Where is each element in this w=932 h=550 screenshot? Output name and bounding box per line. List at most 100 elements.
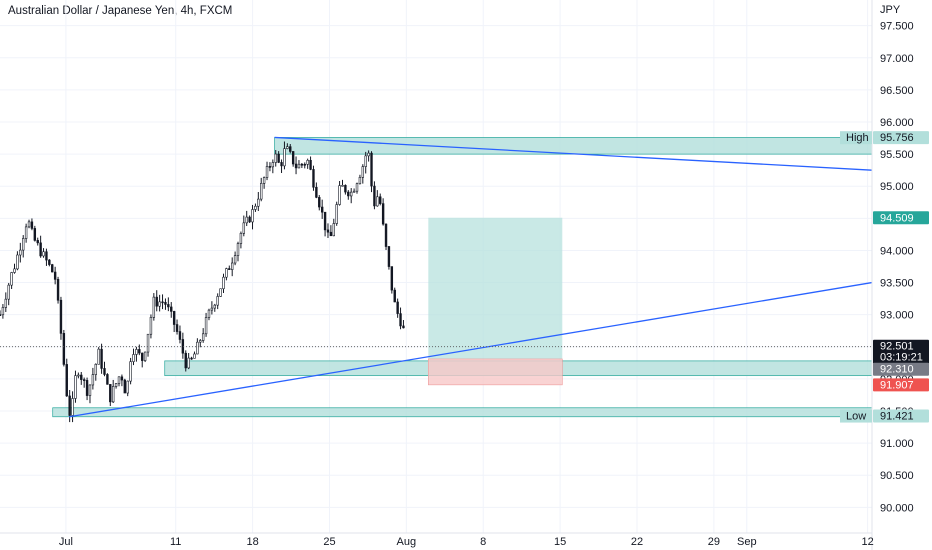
candle <box>138 344 141 356</box>
candle <box>213 303 216 312</box>
candle <box>286 143 289 150</box>
candle <box>126 380 129 397</box>
candle-body <box>303 163 306 166</box>
candle-body <box>30 221 34 229</box>
candle-body <box>297 163 301 169</box>
candle <box>65 358 68 397</box>
candle-body <box>172 311 176 325</box>
price-tag-countdown: 03:19:21 <box>880 352 923 364</box>
candle-body <box>233 255 237 264</box>
candle <box>262 176 266 189</box>
candle-body <box>164 301 167 305</box>
candle-body <box>39 242 42 257</box>
candle-body <box>138 349 141 354</box>
stop-price-tag: 91.907 <box>873 378 929 392</box>
candle-body <box>111 386 115 403</box>
candle-body <box>265 166 269 178</box>
price-tag-label: 91.907 <box>880 379 914 391</box>
candle-body <box>27 221 31 228</box>
candle-body <box>230 262 234 270</box>
candle-body <box>114 383 118 387</box>
candle <box>204 312 208 337</box>
x-tick-label: Jul <box>59 536 73 548</box>
candle <box>344 184 347 195</box>
candle <box>274 149 277 167</box>
candle <box>42 248 45 258</box>
candle <box>132 348 135 366</box>
candle <box>103 361 106 377</box>
candle-body <box>381 203 385 225</box>
candle-body <box>289 146 292 152</box>
candle <box>30 218 34 231</box>
candle-body <box>74 375 77 399</box>
candle-body <box>338 185 341 205</box>
candle-body <box>201 333 205 341</box>
candle <box>370 151 373 193</box>
x-tick-label: 22 <box>631 536 643 548</box>
candle-body <box>22 238 25 251</box>
y-tick-label: 96.500 <box>880 85 914 97</box>
candle <box>236 241 240 262</box>
candle-body <box>65 364 68 397</box>
candle-body <box>77 374 80 377</box>
candle <box>239 231 243 249</box>
candle-body <box>51 264 54 273</box>
candle-body <box>222 276 225 290</box>
candle-body <box>109 384 112 403</box>
candle-body <box>196 341 199 355</box>
candle-body <box>204 317 208 335</box>
candle-body <box>141 352 144 361</box>
candle <box>71 391 74 423</box>
candle <box>59 296 63 340</box>
candle-body <box>347 191 350 197</box>
candle <box>4 292 8 312</box>
target-price-tag: 94.509 <box>873 211 929 225</box>
candle <box>1 304 5 319</box>
candle-body <box>167 304 170 308</box>
candle-body <box>358 177 362 185</box>
candle <box>164 298 167 310</box>
candle <box>367 150 370 162</box>
position-loss-zone <box>428 358 563 386</box>
candle <box>172 310 176 333</box>
candle <box>33 225 37 242</box>
candle-body <box>294 163 298 169</box>
candle <box>294 156 298 175</box>
candle <box>233 251 237 266</box>
y-tick-label: 93.500 <box>880 278 914 290</box>
candle-body <box>271 162 275 168</box>
candle-body <box>42 251 45 257</box>
x-tick-label: Aug <box>397 536 417 548</box>
candle <box>88 384 92 404</box>
candle <box>16 251 19 271</box>
candle-body <box>309 159 312 170</box>
y-tick-label: 93.000 <box>880 310 914 322</box>
candle <box>303 162 306 169</box>
candle <box>257 192 260 212</box>
candle <box>22 235 25 258</box>
chart-title: Australian Dollar / Japanese Yen, 4h, FX… <box>8 5 233 17</box>
price-tag-label: 92.501 <box>880 341 914 353</box>
candle-body <box>59 299 63 334</box>
candle <box>291 151 295 167</box>
candle <box>277 151 280 164</box>
candle <box>80 371 83 385</box>
candle <box>402 320 405 329</box>
candle-body <box>315 186 318 198</box>
position-profit-zone <box>428 217 563 359</box>
low-zone <box>52 407 873 418</box>
candle-body <box>257 198 260 207</box>
candle-body <box>82 379 86 381</box>
candle <box>181 332 185 359</box>
candle-body <box>335 204 338 224</box>
candle-body <box>56 279 60 301</box>
x-tick-label: 25 <box>323 536 335 548</box>
candle-body <box>94 363 97 375</box>
y-tick-label: 90.500 <box>880 470 914 482</box>
candle-body <box>318 197 321 208</box>
candle <box>161 294 164 310</box>
candle <box>97 347 100 365</box>
candle-body <box>97 348 100 365</box>
x-tick-label: 12 <box>861 536 873 548</box>
